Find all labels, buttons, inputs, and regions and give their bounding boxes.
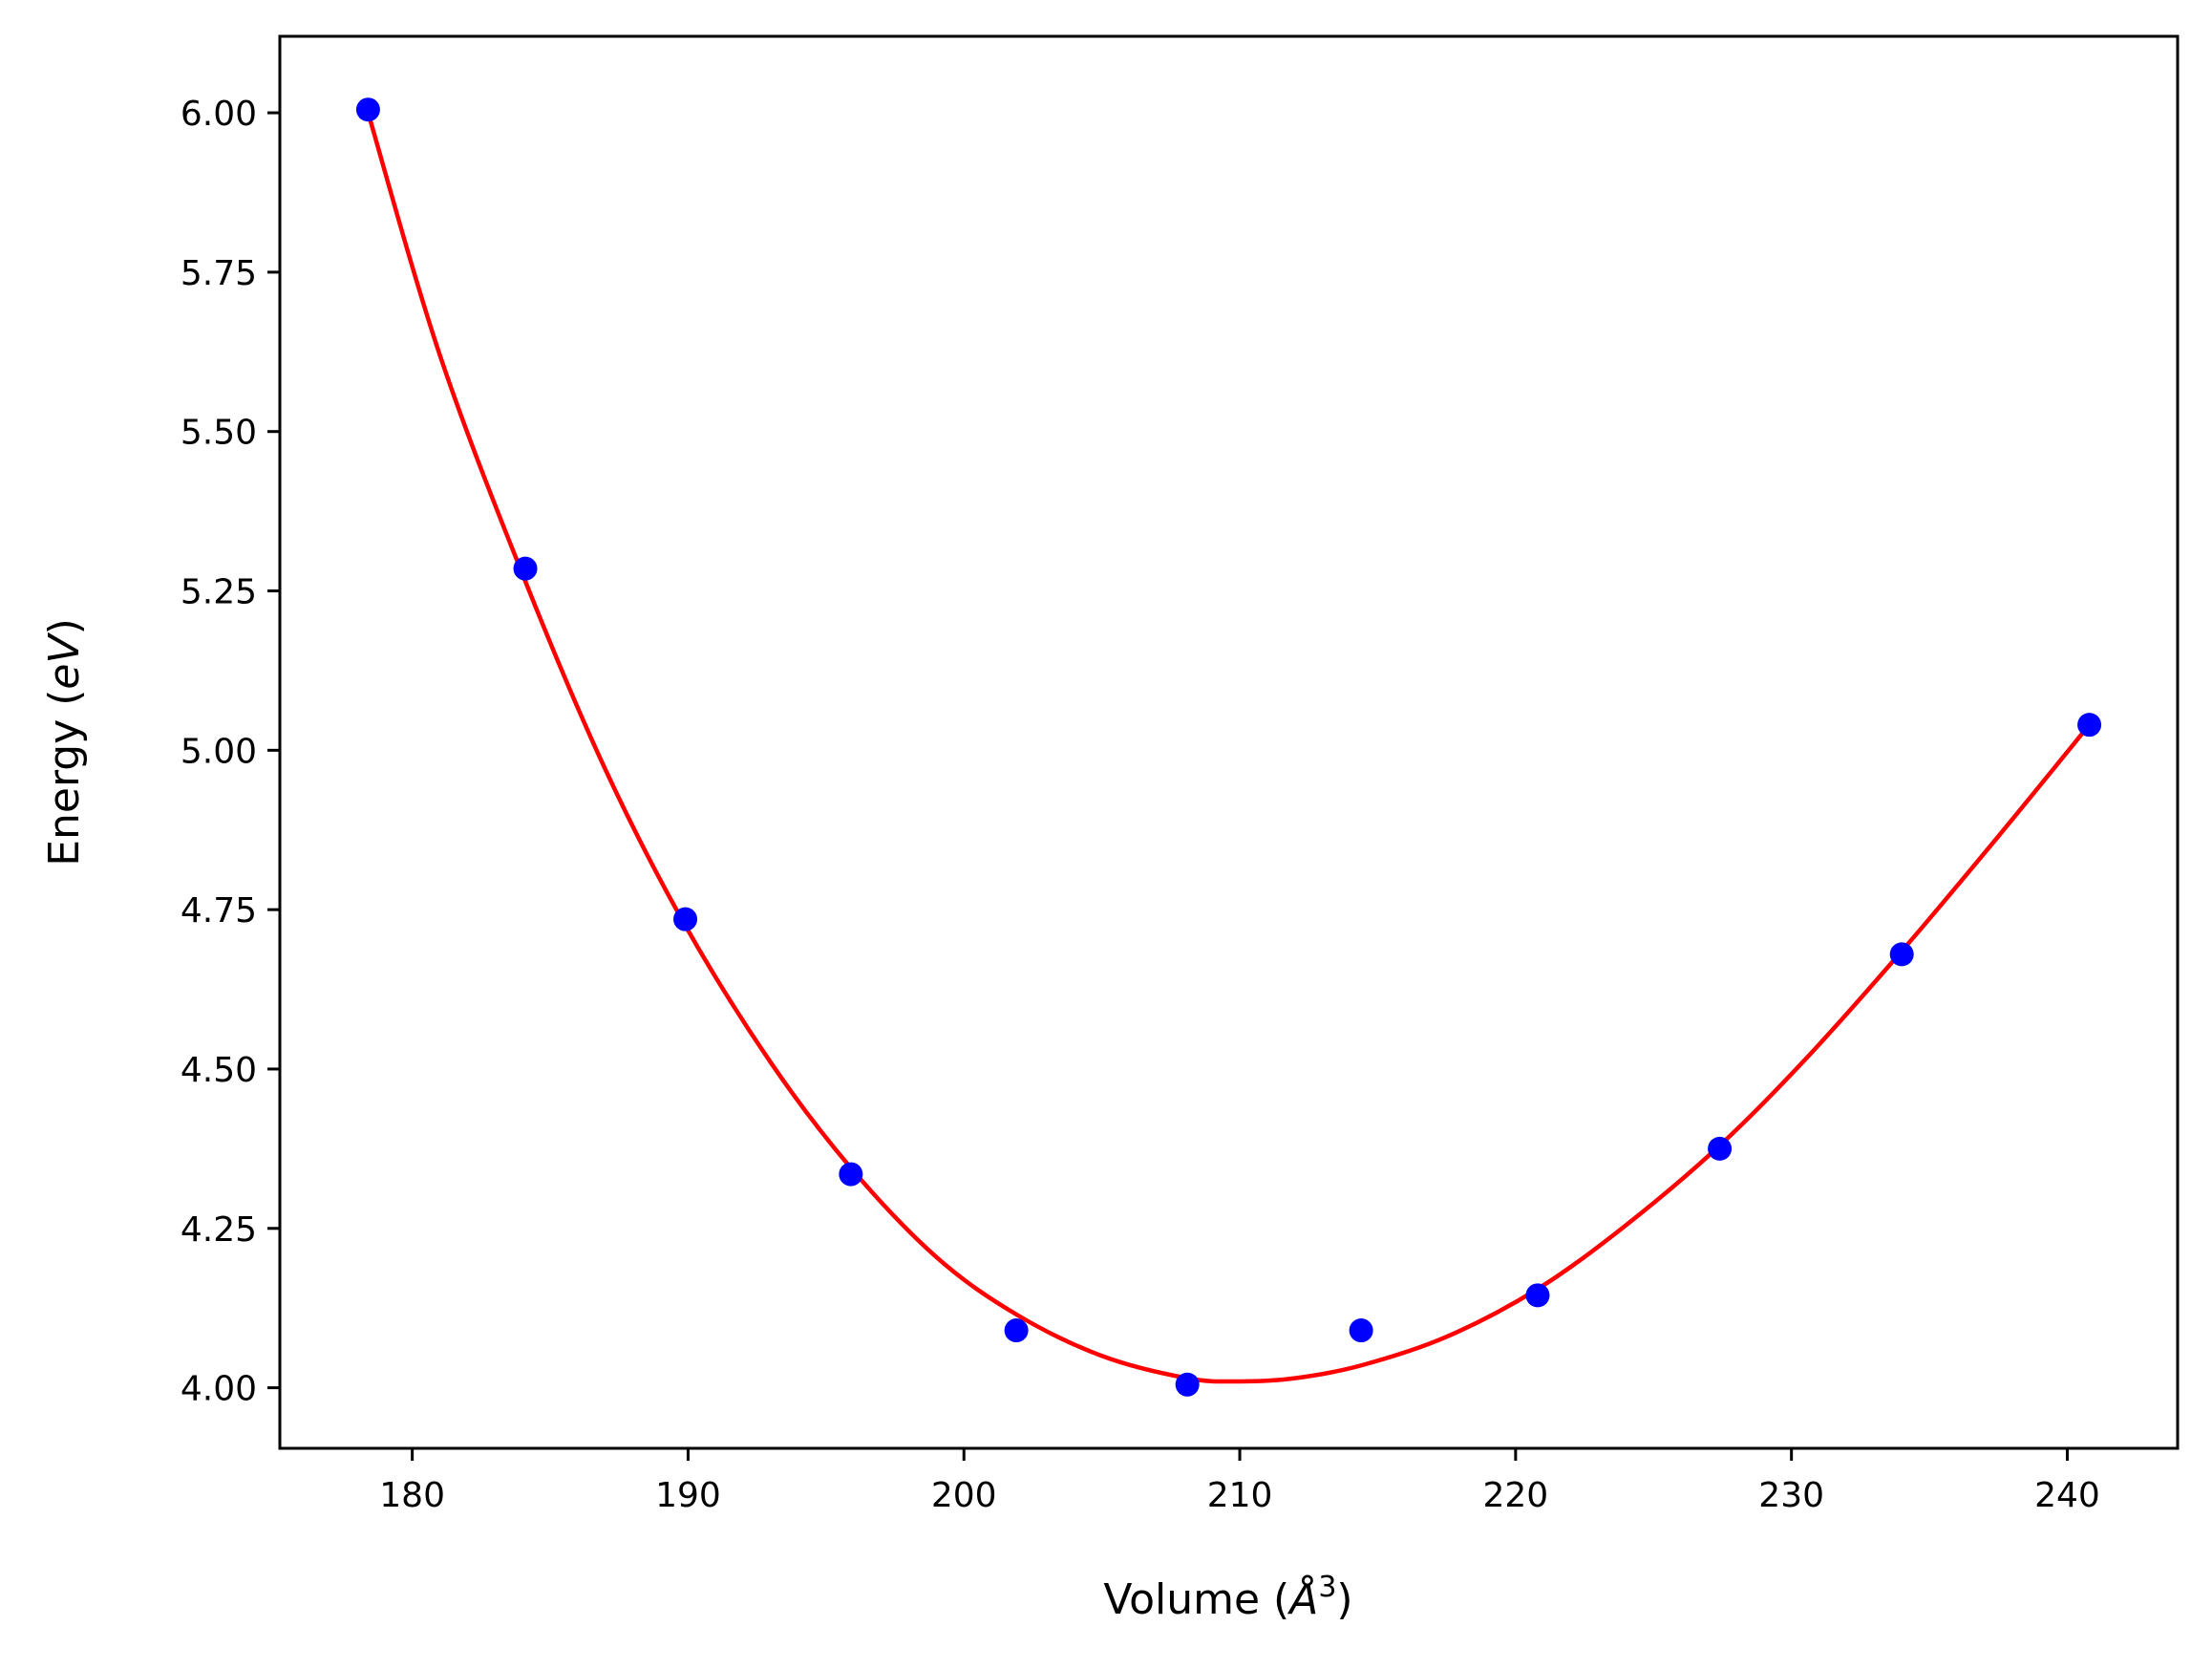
y-tick-label: 5.25: [181, 573, 257, 612]
y-tick-label: 4.50: [181, 1051, 257, 1090]
x-axis-label-superscript: 3: [1318, 1571, 1336, 1604]
y-axis-label-unit: eV: [40, 632, 89, 690]
plot-area-background: [280, 36, 2178, 1448]
x-axis-ticks: 180 190 200 210 220 230 240: [379, 1448, 2100, 1515]
y-tick-label: 5.00: [181, 732, 257, 771]
y-axis-label-main: Energy (: [40, 690, 89, 867]
x-tick-label: 220: [1483, 1476, 1549, 1515]
data-points-layer: [355, 97, 2102, 1397]
x-tick-label: 230: [1758, 1476, 1824, 1515]
y-axis-label: Energy (eV): [40, 618, 89, 867]
y-tick-label: 5.50: [181, 414, 257, 453]
x-axis-label-close: ): [1336, 1575, 1352, 1624]
data-point: [1525, 1283, 1550, 1308]
data-point: [355, 97, 380, 122]
x-tick-label: 210: [1207, 1476, 1273, 1515]
data-point: [1708, 1136, 1733, 1161]
data-point: [513, 556, 538, 581]
x-axis-label-unit: Å: [1287, 1573, 1318, 1624]
x-tick-label: 180: [379, 1476, 445, 1515]
fit-curve-layer: [366, 110, 2092, 1384]
data-point: [2077, 713, 2102, 738]
data-point: [839, 1162, 863, 1187]
data-point: [1349, 1318, 1373, 1343]
data-point: [1004, 1318, 1029, 1343]
x-tick-label: 200: [931, 1476, 997, 1515]
y-axis-ticks: 4.00 4.25 4.50 4.75 5.00 5.25 5.50 5.75 6.00: [181, 95, 280, 1409]
y-tick-label: 4.00: [181, 1370, 257, 1409]
x-axis-label-main: Volume (: [1103, 1575, 1289, 1624]
x-tick-label: 240: [2034, 1476, 2100, 1515]
data-point: [1889, 942, 1914, 967]
y-tick-label: 4.75: [181, 891, 257, 931]
x-tick-label: 190: [655, 1476, 721, 1515]
plot-area-frame: [278, 34, 2180, 1450]
data-point: [673, 907, 698, 931]
y-axis-label-close: ): [40, 618, 89, 634]
fit-curve-line: [366, 110, 2092, 1384]
data-point: [1175, 1372, 1200, 1397]
x-axis-label: Volume (Å3): [1103, 1571, 1352, 1624]
y-tick-label: 4.25: [181, 1210, 257, 1250]
y-tick-label: 6.00: [181, 95, 257, 134]
y-tick-label: 5.75: [181, 254, 257, 293]
